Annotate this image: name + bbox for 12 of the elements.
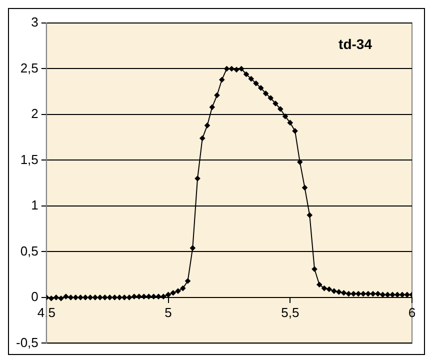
y-tick-label: 3 [31, 14, 38, 30]
x-tick-label: 5 [164, 304, 172, 320]
y-tick-label: -0,5 [16, 334, 38, 350]
y-tick-label: 1,5 [20, 152, 38, 167]
text: td-34 [338, 36, 372, 52]
x-tick-label: 6 [408, 304, 416, 320]
y-tick-label: 2 [31, 106, 38, 122]
y-tick-label: 1 [31, 198, 38, 213]
y-tick-label: 0,5 [20, 243, 38, 258]
y-tick-label: 2,5 [20, 60, 38, 76]
x-tick-label: 5,5 [281, 304, 300, 320]
y-tick-label: 0 [31, 289, 38, 304]
